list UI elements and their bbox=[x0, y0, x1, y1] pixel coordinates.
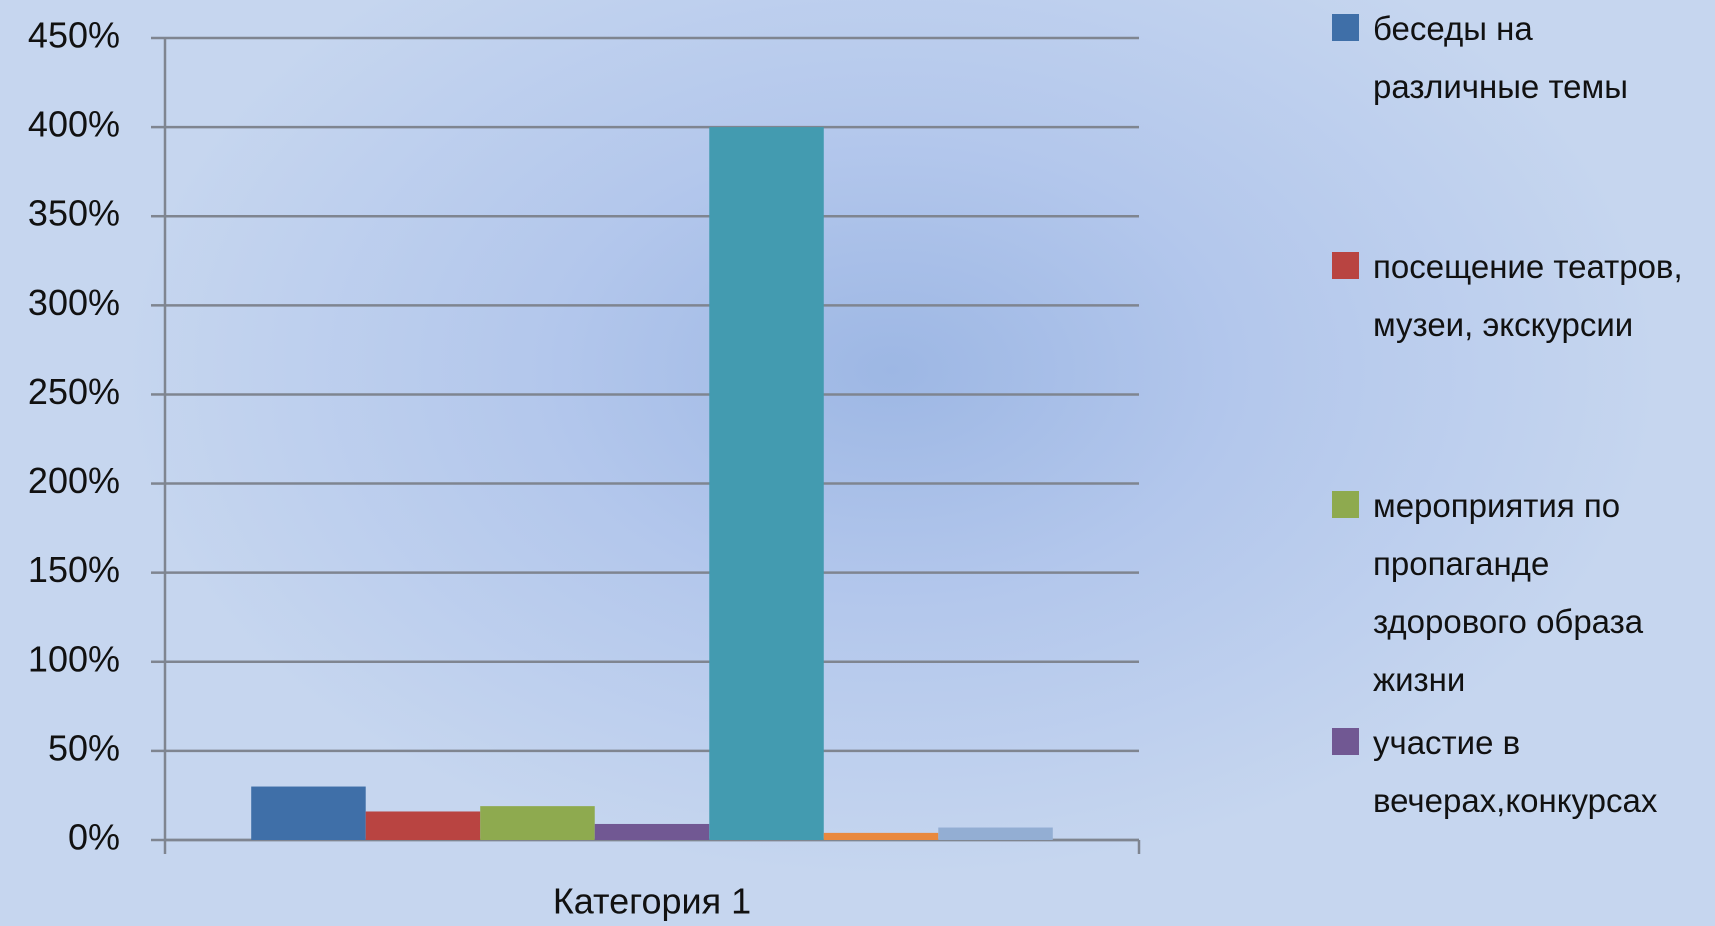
y-tick-label: 0% bbox=[68, 817, 120, 858]
legend-entry: посещение театров, музеи, экскурсии bbox=[1332, 238, 1701, 354]
legend-entry: беседы на различные темы bbox=[1332, 0, 1701, 116]
y-tick-label: 450% bbox=[28, 15, 120, 56]
bar bbox=[365, 811, 481, 840]
legend-swatch bbox=[1332, 491, 1359, 518]
bar bbox=[938, 827, 1053, 840]
y-tick-label: 150% bbox=[28, 549, 120, 590]
y-tick-label: 300% bbox=[28, 282, 120, 323]
y-tick-label: 50% bbox=[48, 727, 120, 768]
legend-label: беседы на различные темы bbox=[1373, 10, 1628, 105]
bar bbox=[594, 823, 710, 840]
legend-label: участие в вечерах,конкурсах bbox=[1373, 724, 1658, 819]
x-tick-label: Категория 1 bbox=[553, 881, 751, 922]
y-tick-label: 250% bbox=[28, 371, 120, 412]
legend-swatch bbox=[1332, 252, 1359, 279]
y-tick-label: 400% bbox=[28, 104, 120, 145]
bar bbox=[251, 786, 366, 840]
legend-label: посещение театров, музеи, экскурсии bbox=[1373, 248, 1683, 343]
legend-entry: участие в вечерах,конкурсах bbox=[1332, 714, 1701, 830]
y-tick-label: 350% bbox=[28, 193, 120, 234]
legend-swatch bbox=[1332, 14, 1359, 41]
legend-label: мероприятия по пропаганде здорового обра… bbox=[1373, 487, 1644, 698]
legend-swatch bbox=[1332, 728, 1359, 755]
bar bbox=[709, 127, 824, 841]
bar bbox=[823, 832, 939, 840]
bar bbox=[480, 806, 595, 840]
y-tick-label: 200% bbox=[28, 460, 120, 501]
legend-entry: мероприятия по пропаганде здорового обра… bbox=[1332, 477, 1701, 709]
y-tick-label: 100% bbox=[28, 638, 120, 679]
